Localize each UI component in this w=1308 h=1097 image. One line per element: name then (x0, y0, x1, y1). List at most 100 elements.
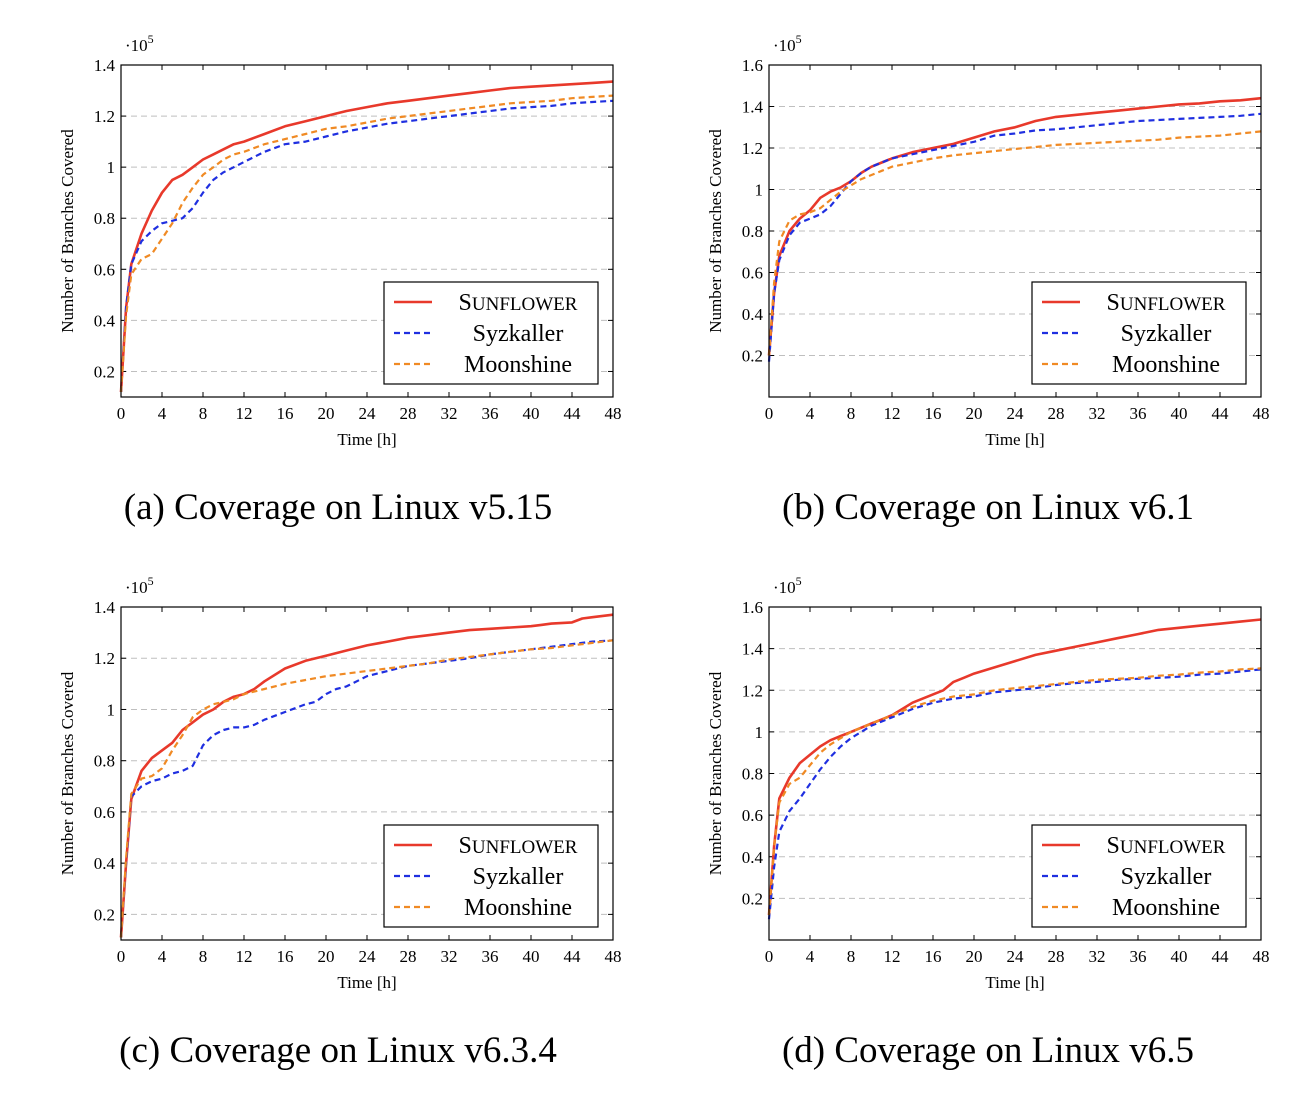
x-tick-label: 32 (441, 404, 458, 423)
y-tick-label: 1.2 (742, 681, 763, 700)
x-tick-label: 28 (400, 404, 417, 423)
y-tick-label: 1.2 (94, 649, 115, 668)
x-tick-label: 20 (966, 947, 983, 966)
x-tick-label: 8 (199, 404, 208, 423)
legend-entry-rest: UNFLOWER (1120, 294, 1226, 315)
legend-entry: Moonshine (464, 895, 572, 921)
legend-entry: Syzkaller (473, 321, 564, 347)
legend-entry: Syzkaller (1121, 864, 1212, 890)
x-tick-label: 40 (1171, 947, 1188, 966)
series-line-moonshine (119, 639, 614, 938)
x-tick-label: 20 (966, 404, 983, 423)
x-tick-label: 4 (806, 947, 815, 966)
x-tick-label: 4 (158, 947, 167, 966)
legend-entry: SUNFLOWER (459, 833, 578, 859)
series-line-moonshine (119, 94, 614, 392)
y-tick-label: 0.6 (94, 260, 115, 279)
x-tick-label: 44 (564, 404, 582, 423)
legend-entry-initial: S (459, 290, 472, 316)
x-tick-label: 8 (847, 404, 856, 423)
y-tick-label: 1.6 (742, 56, 763, 75)
y-tick-label: 0.8 (742, 765, 763, 784)
y-tick-label: 1 (755, 723, 764, 742)
x-tick-label: 20 (318, 404, 335, 423)
y-tick-label: 0.4 (94, 854, 116, 873)
legend-entry-initial: S (1107, 290, 1120, 316)
x-axis-label: Time [h] (337, 430, 396, 449)
plot-frame (120, 64, 614, 398)
x-tick-label: 4 (158, 404, 167, 423)
legend: SUNFLOWER Syzkaller Moonshine (383, 281, 599, 385)
x-tick-label: 28 (400, 947, 417, 966)
series-line-syzkaller (119, 99, 614, 392)
chart-panel-2: 0.20.40.60.811.21.41.60 4 8 12 16 20 24 28 32 36 4… (706, 32, 1270, 449)
y-tick-label: 1 (755, 181, 764, 200)
x-axis-label: Time [h] (985, 973, 1044, 992)
y-tick-label: 1 (107, 158, 116, 177)
legend-entry: Moonshine (1112, 352, 1220, 378)
y-tick-label: 0.2 (94, 905, 115, 924)
x-axis-label: Time [h] (337, 973, 396, 992)
y-tick-label: 1.4 (94, 598, 116, 617)
scale-label: ·105 (125, 574, 154, 597)
x-tick-label: 48 (1253, 404, 1270, 423)
y-tick-label: 0.8 (742, 222, 763, 241)
x-tick-label: 12 (236, 947, 253, 966)
y-tick-label: 0.6 (742, 806, 763, 825)
x-tick-label: 28 (1048, 947, 1065, 966)
x-tick-label: 44 (564, 947, 582, 966)
x-tick-label: 0 (117, 947, 126, 966)
x-tick-label: 36 (482, 404, 499, 423)
x-tick-label: 16 (925, 947, 942, 966)
scale-label: ·105 (773, 32, 802, 55)
x-tick-label: 28 (1048, 404, 1065, 423)
x-tick-label: 12 (236, 404, 253, 423)
legend-entry: Moonshine (464, 352, 572, 378)
y-tick-label: 1.4 (94, 56, 116, 75)
x-tick-label: 36 (1130, 404, 1147, 423)
scale-exponent: 5 (796, 32, 802, 46)
series-line-sunflower (119, 80, 614, 392)
panel-caption: (a) Coverage on Linux v5.15 (124, 487, 552, 528)
panel-caption: (b) Coverage on Linux v6.1 (782, 487, 1194, 528)
x-axis-label: Time [h] (985, 430, 1044, 449)
y-tick-label: 0.8 (94, 209, 115, 228)
legend-entry: Syzkaller (1121, 321, 1212, 347)
legend: SUNFLOWER Syzkaller Moonshine (1031, 281, 1247, 385)
x-tick-label: 44 (1212, 404, 1230, 423)
x-tick-label: 8 (199, 947, 208, 966)
y-tick-label: 0.2 (742, 347, 763, 366)
plot-frame (768, 64, 1262, 398)
series-line-syzkaller (767, 112, 1262, 362)
y-tick-label: 0.4 (742, 305, 764, 324)
x-tick-label: 16 (277, 947, 294, 966)
legend-entry: SUNFLOWER (1107, 290, 1226, 316)
x-tick-label: 32 (1089, 947, 1106, 966)
legend-entry: Moonshine (1112, 895, 1220, 921)
y-tick-label: 1 (107, 700, 116, 719)
legend: SUNFLOWER Syzkaller Moonshine (1031, 824, 1247, 928)
y-tick-label: 0.2 (94, 362, 115, 381)
series-line-sunflower (119, 613, 614, 938)
scale-exponent: 5 (796, 574, 802, 588)
plot-frame (768, 606, 1262, 941)
legend-entry-initial: S (459, 833, 472, 859)
scale-exponent: 5 (148, 574, 154, 588)
x-tick-label: 40 (523, 947, 540, 966)
x-tick-label: 24 (359, 404, 377, 423)
x-tick-label: 32 (441, 947, 458, 966)
x-tick-label: 24 (359, 947, 377, 966)
x-tick-label: 40 (1171, 404, 1188, 423)
y-tick-label: 1.4 (742, 98, 764, 117)
y-axis-label: Number of Branches Covered (706, 671, 725, 875)
y-tick-label: 0.4 (94, 311, 116, 330)
series-line-moonshine (767, 130, 1262, 356)
panel-caption: (d) Coverage on Linux v6.5 (782, 1030, 1194, 1071)
x-tick-label: 0 (765, 947, 774, 966)
series-line-sunflower (767, 618, 1262, 916)
x-tick-label: 48 (605, 947, 622, 966)
y-tick-label: 1.2 (742, 139, 763, 158)
x-tick-label: 16 (925, 404, 942, 423)
x-tick-label: 0 (765, 404, 774, 423)
